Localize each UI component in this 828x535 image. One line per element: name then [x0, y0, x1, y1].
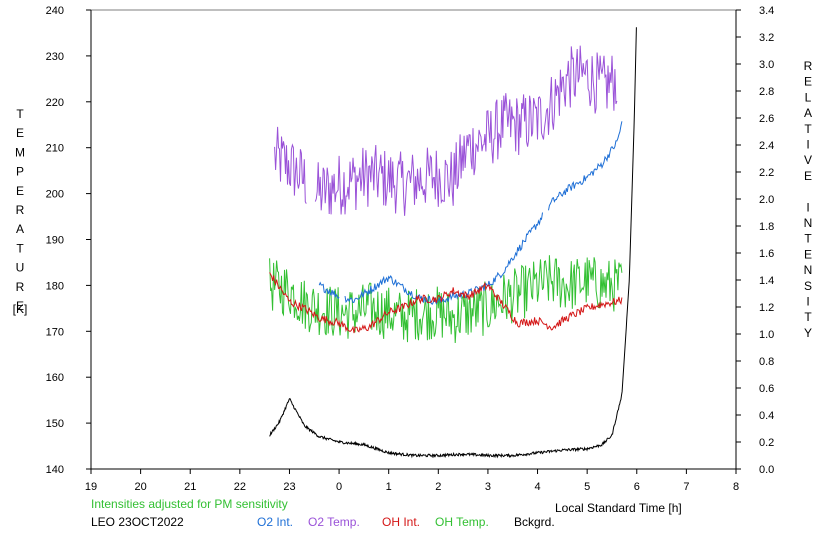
- x-tick-label: 21: [184, 481, 196, 493]
- left-tick-label: 210: [46, 143, 64, 155]
- right-label-letter: R: [804, 59, 813, 73]
- x-axis-ticks: 19 20 21 22 23 0 1 2 3 4 5 6 7 8: [85, 469, 739, 493]
- series-layer: [269, 27, 637, 459]
- right-tick-label: 3.0: [759, 59, 774, 71]
- left-tick-label: 190: [46, 235, 64, 247]
- left-label-letter: A: [16, 222, 24, 236]
- right-tick-label: 2.6: [759, 113, 774, 125]
- x-tick-label: 8: [733, 481, 739, 493]
- oh-int-line: [269, 272, 623, 334]
- x-tick-label: 22: [234, 481, 246, 493]
- site-date: LEO 23OCT2022: [91, 515, 184, 529]
- right-label-letter: A: [804, 106, 812, 120]
- legend-oh-temp: OH Temp.: [435, 515, 489, 529]
- right-label-letter: Y: [804, 326, 812, 340]
- left-label-unit: [K]: [13, 302, 28, 316]
- right-tick-label: 2.0: [759, 194, 774, 206]
- x-tick-label: 20: [134, 481, 146, 493]
- left-tick-label: 150: [46, 418, 64, 430]
- right-label-letter: S: [804, 279, 812, 293]
- right-label-letter: I: [806, 200, 809, 214]
- right-label-letter: T: [804, 310, 812, 324]
- left-tick-label: 140: [46, 464, 64, 476]
- x-tick-label: 23: [283, 481, 295, 493]
- left-tick-label: 240: [46, 5, 64, 17]
- left-tick-label: 230: [46, 51, 64, 63]
- o2-temp-line: [274, 45, 618, 216]
- note-text: Intensities adjusted for PM sensitivity: [91, 497, 288, 511]
- right-tick-label: 3.4: [759, 5, 774, 17]
- plot-area: [90, 9, 737, 470]
- left-tick-label: 170: [46, 326, 64, 338]
- left-label-letter: E: [16, 299, 24, 313]
- left-label-letter: E: [16, 184, 24, 198]
- x-tick-label: 4: [534, 481, 540, 493]
- left-label-letter: R: [16, 203, 25, 217]
- legend-oh-int: OH Int.: [382, 515, 420, 529]
- right-tick-label: 0.2: [759, 437, 774, 449]
- left-axis-ticks: 140 150 160 170 180 190 200 210 220 230 240: [46, 5, 91, 476]
- legend-o2-int: O2 Int.: [257, 515, 293, 529]
- left-label-letter: E: [16, 126, 24, 140]
- left-tick-label: 200: [46, 189, 64, 201]
- left-tick-label: 160: [46, 372, 64, 384]
- right-tick-label: 2.8: [759, 86, 774, 98]
- right-tick-label: 2.2: [759, 167, 774, 179]
- o2-int-line: [318, 121, 623, 305]
- right-tick-label: 1.4: [759, 275, 774, 287]
- right-tick-label: 1.0: [759, 329, 774, 341]
- right-label-letter: I: [806, 295, 809, 309]
- legend-background: Bckgrd.: [514, 515, 555, 529]
- legend-o2-temp: O2 Temp.: [308, 515, 360, 529]
- left-label-letter: U: [16, 261, 25, 275]
- left-label-letter: R: [16, 280, 25, 294]
- oh-temp-line: [269, 255, 623, 344]
- x-tick-label: 3: [485, 481, 491, 493]
- left-label-letter: M: [15, 145, 25, 159]
- right-tick-label: 0.4: [759, 410, 774, 422]
- legend: O2 Int. O2 Temp. OH Int. OH Temp. Bckgrd…: [257, 515, 555, 529]
- right-tick-label: 1.6: [759, 248, 774, 260]
- x-tick-label: 1: [386, 481, 392, 493]
- right-label-letter: N: [804, 216, 813, 230]
- x-tick-label: 7: [683, 481, 689, 493]
- x-tick-label: 19: [85, 481, 97, 493]
- right-label-letter: T: [804, 122, 812, 136]
- left-label-letter: T: [16, 241, 24, 255]
- right-label-letter: L: [805, 90, 812, 104]
- right-axis-ticks: 0.0 0.2 0.4 0.6 0.8 1.0 1.2 1.4 1.6 1.8 2.0 2.2 2.4 2…: [736, 5, 774, 476]
- right-label-letter: V: [804, 153, 812, 167]
- x-tick-label: 5: [584, 481, 590, 493]
- right-tick-label: 1.2: [759, 302, 774, 314]
- left-tick-label: 220: [46, 97, 64, 109]
- x-tick-label: 0: [336, 481, 342, 493]
- right-label-letter: T: [804, 232, 812, 246]
- right-label-letter: N: [804, 263, 813, 277]
- right-tick-label: 1.8: [759, 221, 774, 233]
- right-label-letter: E: [804, 75, 812, 89]
- background-line: [269, 27, 637, 459]
- right-tick-label: 0.0: [759, 464, 774, 476]
- left-label-letter: P: [16, 165, 24, 179]
- right-label-letter: E: [804, 247, 812, 261]
- right-tick-label: 0.6: [759, 383, 774, 395]
- right-label-letter: I: [806, 138, 809, 152]
- x-tick-label: 2: [435, 481, 441, 493]
- right-label-letter: E: [804, 169, 812, 183]
- right-tick-label: 3.2: [759, 32, 774, 44]
- x-axis-label: Local Standard Time [h]: [555, 501, 682, 515]
- left-label-letter: T: [16, 107, 24, 121]
- right-tick-label: 2.4: [759, 140, 774, 152]
- right-tick-label: 0.8: [759, 356, 774, 368]
- x-tick-label: 6: [634, 481, 640, 493]
- left-tick-label: 180: [46, 280, 64, 292]
